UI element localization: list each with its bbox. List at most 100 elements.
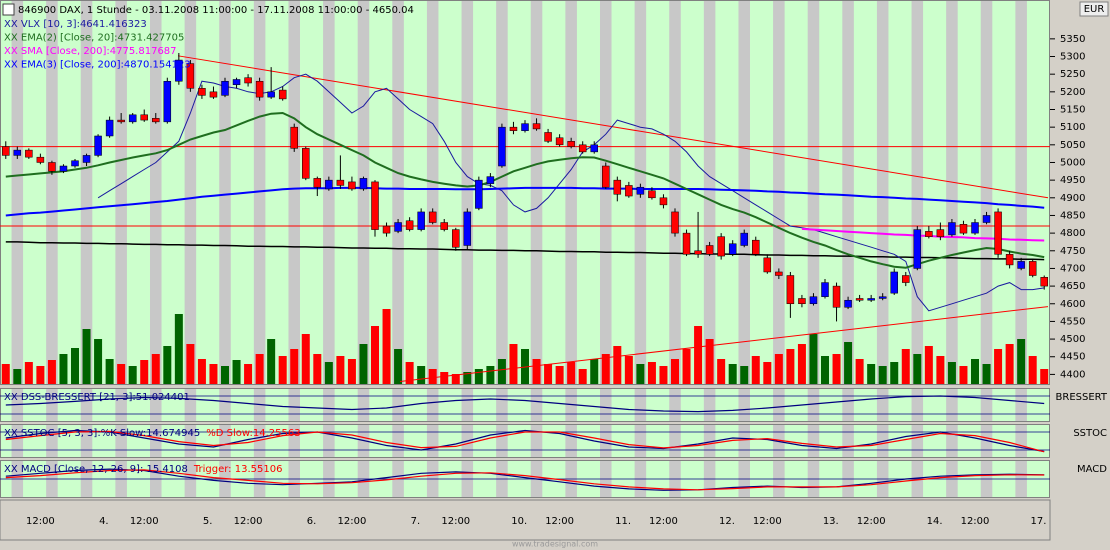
y-tick-label: 4950 xyxy=(1060,175,1085,186)
stripe xyxy=(392,388,404,422)
panel-legend-entry: Trigger: 13.55106 xyxy=(193,464,283,475)
candle-body xyxy=(278,89,287,100)
volume-bar xyxy=(428,369,437,384)
volume-bar xyxy=(301,334,310,384)
volume-bar xyxy=(221,366,229,384)
volume-bar xyxy=(405,362,414,384)
y-tick-label: 4500 xyxy=(1060,334,1085,345)
volume-bar xyxy=(671,359,679,384)
candle-body xyxy=(936,229,945,237)
x-tick-label: 12:00 xyxy=(338,516,367,527)
stripe xyxy=(11,0,24,385)
volume-bar xyxy=(371,326,379,384)
candle-body xyxy=(359,178,368,190)
volume-bar xyxy=(867,364,876,384)
volume-bar xyxy=(613,346,622,384)
volume-bar xyxy=(82,329,91,384)
volume-bar xyxy=(232,360,241,384)
volume-bar xyxy=(359,344,368,384)
x-tick-label: 12:00 xyxy=(753,516,782,527)
candle-body xyxy=(1005,254,1014,266)
volume-bar xyxy=(59,354,68,384)
indicator-line xyxy=(5,395,1045,413)
candle-body xyxy=(728,243,737,255)
y-tick-label: 4400 xyxy=(1060,369,1085,380)
stripe xyxy=(807,424,820,458)
y-tick-label: 5100 xyxy=(1060,122,1085,133)
candle-body xyxy=(232,79,241,86)
stripe xyxy=(842,0,854,385)
currency-box xyxy=(1079,1,1109,17)
volume-bar xyxy=(244,364,253,384)
volume-bar xyxy=(267,339,276,384)
volume-bar xyxy=(809,334,818,384)
candle-body xyxy=(302,148,310,179)
candle-body xyxy=(105,119,114,137)
x-tick-label: 12:00 xyxy=(857,516,886,527)
stripe xyxy=(1015,0,1027,385)
candle-body xyxy=(521,123,529,131)
candle-body xyxy=(740,232,748,246)
volume-bar xyxy=(197,359,206,384)
legend-entry: XX SMA [Close, 200]:4775.817687 xyxy=(4,46,177,57)
panel-label: SSTOC xyxy=(1073,428,1107,439)
footer: www.tradesignal.com xyxy=(512,540,598,549)
candle-body xyxy=(452,229,460,248)
volume-bar xyxy=(959,366,968,384)
volume-bar xyxy=(855,359,864,384)
volume-bar xyxy=(982,364,991,384)
volume-bar xyxy=(105,359,114,384)
volume-bar xyxy=(728,364,737,384)
stripe xyxy=(46,0,58,385)
volume-bar xyxy=(821,356,829,384)
indicator-line xyxy=(5,186,1045,217)
candle-body xyxy=(486,176,495,184)
candle-body xyxy=(694,250,702,255)
panel-label: MACD xyxy=(1077,464,1107,475)
stripe xyxy=(219,388,231,422)
volume-bar xyxy=(682,349,691,384)
stripe xyxy=(1015,388,1027,422)
volume-bar xyxy=(209,364,218,384)
candle-body xyxy=(578,144,587,153)
stripe xyxy=(426,388,439,422)
y-tick-label: 5200 xyxy=(1060,87,1085,98)
candle-body xyxy=(602,165,610,188)
stripe xyxy=(115,388,127,422)
panel-legend-entry: XX DSS-BRESSERT [21, 3]:51.024401 xyxy=(4,392,190,403)
candle-body xyxy=(705,245,714,255)
candle-body xyxy=(405,220,414,230)
candle-body xyxy=(36,156,45,163)
volume-bar xyxy=(382,309,391,384)
stripe xyxy=(288,0,300,385)
candle-body xyxy=(555,137,564,146)
x-tick-label: 12:00 xyxy=(441,516,470,527)
indicator-line xyxy=(97,73,1045,312)
volume-bar xyxy=(774,354,783,384)
x-tick-label: 11. xyxy=(615,516,631,527)
stripe xyxy=(669,424,681,458)
stripe xyxy=(461,0,474,385)
indicator-line xyxy=(5,429,1045,453)
candle-body xyxy=(128,114,137,123)
stripe xyxy=(80,0,93,385)
x-tick-label: 4. xyxy=(99,516,109,527)
candle-body xyxy=(498,126,506,167)
indicator-line xyxy=(5,111,1045,269)
stripe xyxy=(80,424,93,458)
candle-body xyxy=(948,222,956,236)
y-tick-label: 5050 xyxy=(1060,140,1085,151)
candle-body xyxy=(1028,261,1037,276)
stripe xyxy=(288,388,300,422)
candle-body xyxy=(832,285,841,308)
candle-body xyxy=(290,126,298,149)
stripe xyxy=(911,388,924,422)
indicator-line xyxy=(801,227,1045,242)
x-tick-label: 13. xyxy=(823,516,839,527)
volume-bar xyxy=(94,339,103,384)
y-tick-label: 4550 xyxy=(1060,316,1085,327)
volume-bar xyxy=(890,362,899,384)
panel-border xyxy=(0,424,1050,458)
x-tick-label: 12:00 xyxy=(649,516,678,527)
